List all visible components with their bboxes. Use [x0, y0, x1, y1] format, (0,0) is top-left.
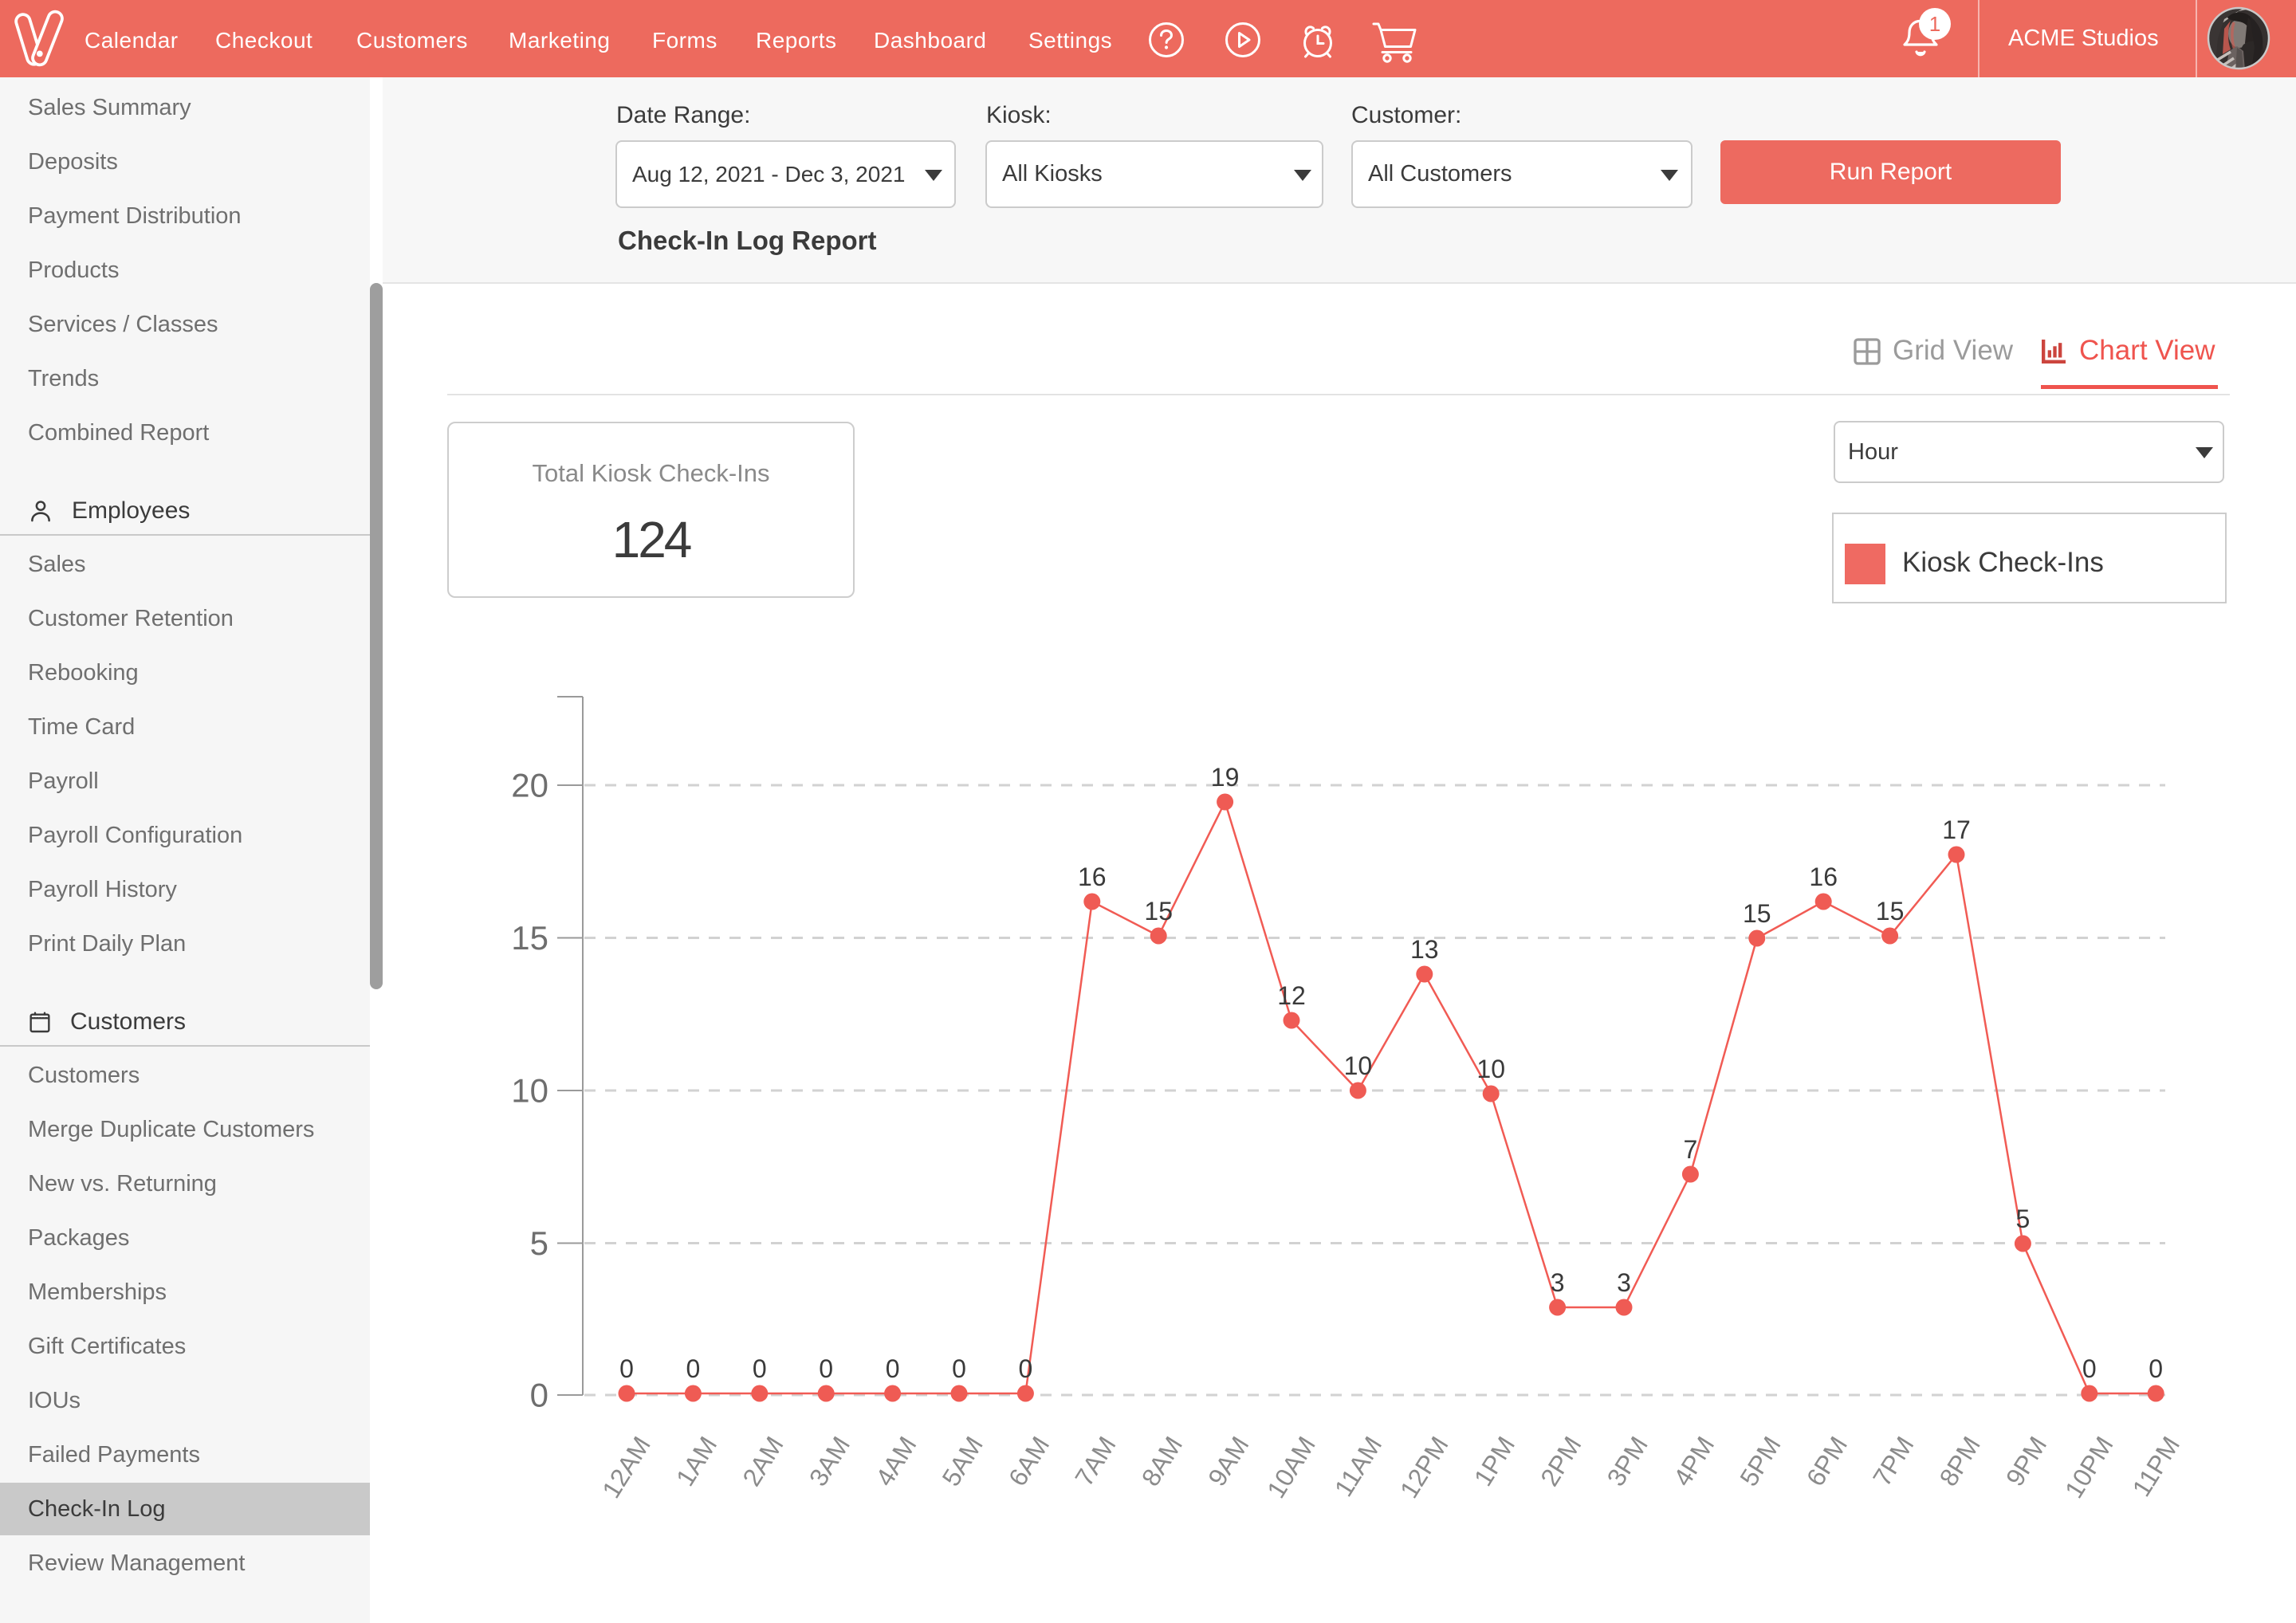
svg-text:15: 15: [1144, 897, 1173, 925]
svg-text:7AM: 7AM: [1069, 1432, 1121, 1491]
svg-text:0: 0: [819, 1354, 833, 1383]
svg-text:20: 20: [511, 767, 548, 804]
svg-text:0: 0: [952, 1354, 966, 1383]
svg-text:11AM: 11AM: [1329, 1432, 1388, 1502]
svg-text:6AM: 6AM: [1003, 1432, 1055, 1491]
svg-text:6PM: 6PM: [1801, 1432, 1853, 1491]
svg-text:4PM: 4PM: [1668, 1432, 1720, 1491]
svg-text:16: 16: [1078, 863, 1107, 891]
svg-text:0: 0: [619, 1354, 634, 1383]
svg-text:3: 3: [1551, 1268, 1565, 1297]
svg-text:12: 12: [1277, 981, 1306, 1010]
svg-text:13: 13: [1410, 935, 1439, 964]
svg-text:10: 10: [1344, 1051, 1373, 1080]
svg-text:8PM: 8PM: [1934, 1432, 1986, 1491]
svg-text:10: 10: [511, 1072, 548, 1110]
svg-text:5: 5: [530, 1224, 548, 1262]
svg-text:4AM: 4AM: [870, 1432, 922, 1491]
svg-text:0: 0: [1019, 1354, 1033, 1383]
svg-text:0: 0: [530, 1377, 548, 1414]
svg-text:2AM: 2AM: [737, 1432, 788, 1491]
svg-text:2PM: 2PM: [1535, 1432, 1586, 1491]
svg-text:0: 0: [886, 1354, 900, 1383]
svg-text:15: 15: [1876, 897, 1905, 925]
svg-text:1AM: 1AM: [670, 1432, 722, 1491]
svg-text:12PM: 12PM: [1394, 1432, 1454, 1503]
svg-text:11PM: 11PM: [2127, 1432, 2186, 1502]
svg-text:9PM: 9PM: [2000, 1432, 2052, 1491]
svg-text:9AM: 9AM: [1202, 1432, 1254, 1491]
svg-text:12AM: 12AM: [596, 1432, 656, 1503]
svg-text:3: 3: [1617, 1268, 1631, 1297]
svg-text:10PM: 10PM: [2059, 1432, 2119, 1503]
svg-text:5: 5: [2016, 1204, 2031, 1233]
svg-text:7PM: 7PM: [1867, 1432, 1919, 1491]
svg-text:3AM: 3AM: [804, 1432, 855, 1491]
svg-text:8AM: 8AM: [1136, 1432, 1188, 1491]
svg-text:1PM: 1PM: [1468, 1432, 1520, 1491]
svg-text:0: 0: [686, 1354, 701, 1383]
svg-text:15: 15: [511, 919, 548, 957]
svg-text:7: 7: [1684, 1135, 1698, 1164]
svg-text:17: 17: [1942, 815, 1971, 844]
svg-text:0: 0: [753, 1354, 767, 1383]
svg-text:16: 16: [1809, 863, 1838, 891]
svg-text:3PM: 3PM: [1602, 1432, 1653, 1491]
svg-text:5AM: 5AM: [937, 1432, 989, 1491]
svg-text:0: 0: [2082, 1354, 2097, 1383]
svg-text:5PM: 5PM: [1734, 1432, 1786, 1491]
svg-text:15: 15: [1743, 899, 1771, 928]
svg-text:0: 0: [2149, 1354, 2163, 1383]
svg-text:10AM: 10AM: [1261, 1432, 1321, 1503]
svg-text:10: 10: [1476, 1055, 1505, 1083]
svg-text:19: 19: [1211, 763, 1240, 792]
